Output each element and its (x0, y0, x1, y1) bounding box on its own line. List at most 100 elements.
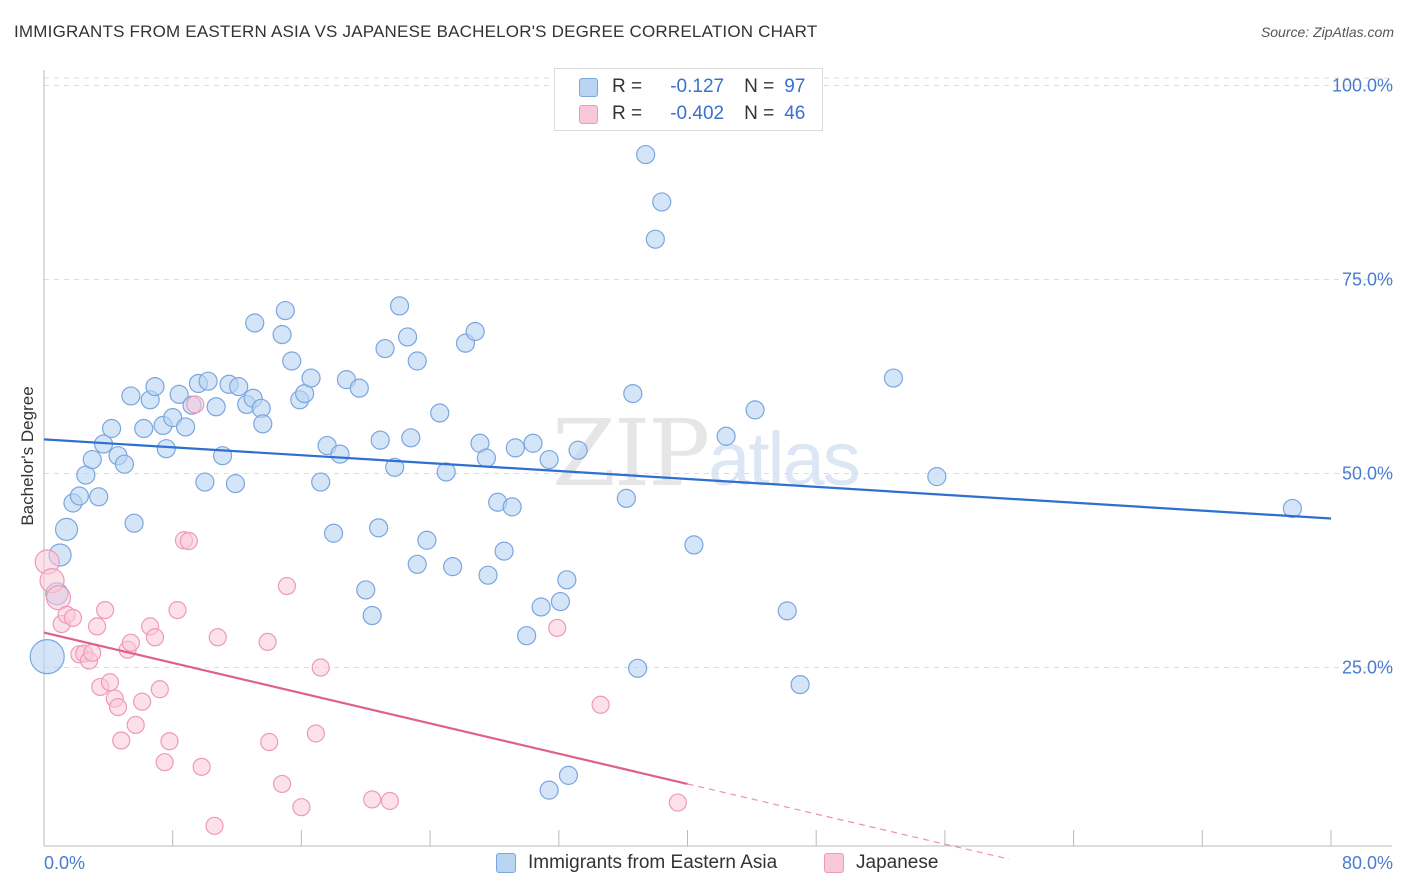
data-point-japanese (121, 633, 140, 652)
data-point-eastern-asia (389, 296, 410, 316)
legend-n-value: 46 (784, 103, 806, 124)
legend-n-label: N = (744, 76, 775, 97)
chart-title: IMMIGRANTS FROM EASTERN ASIA VS JAPANESE… (14, 22, 818, 41)
data-point-japanese (548, 618, 567, 638)
data-point-japanese (258, 632, 277, 652)
trend-lines (43, 438, 1332, 860)
data-point-japanese (83, 643, 102, 662)
legend-r-value: -0.402 (670, 103, 725, 124)
chart-source: Source: ZipAtlas.com (1260, 24, 1394, 40)
data-point-japanese (108, 697, 128, 717)
legend-label-eastern-asia: Immigrants from Eastern Asia (528, 852, 778, 873)
data-point-japanese (311, 658, 330, 677)
data-point-eastern-asia (652, 192, 672, 212)
data-point-eastern-asia (443, 557, 463, 577)
data-point-eastern-asia (54, 517, 79, 541)
data-point-eastern-asia (531, 597, 551, 617)
data-point-eastern-asia (114, 454, 135, 474)
data-point-eastern-asia (397, 327, 418, 347)
data-point-eastern-asia (465, 321, 485, 342)
data-point-eastern-asia (1282, 498, 1302, 519)
data-point-japanese (277, 576, 297, 596)
grid-lines (44, 77, 1392, 669)
data-point-eastern-asia (476, 448, 497, 468)
data-point-eastern-asia (684, 535, 704, 555)
data-point-eastern-asia (505, 438, 525, 458)
data-point-japanese (668, 793, 687, 812)
data-point-japanese (363, 790, 382, 809)
data-point-japanese (292, 798, 311, 817)
data-point-japanese (205, 816, 224, 835)
data-point-eastern-asia (558, 765, 579, 785)
data-point-eastern-asia (330, 444, 350, 464)
data-point-eastern-asia (272, 325, 292, 345)
series-japanese-points (34, 395, 687, 835)
data-point-japanese (155, 753, 174, 772)
data-point-eastern-asia (628, 658, 648, 678)
data-point-eastern-asia (121, 386, 141, 406)
data-point-japanese (168, 600, 187, 620)
stats-legend: R = -0.127 N = 97 R = -0.402 N = 46 (554, 68, 823, 131)
legend-item-japanese[interactable]: Japanese (824, 852, 938, 874)
y-tick-label: 50.0% (1342, 464, 1393, 484)
bottom-legend: Immigrants from Eastern Asia Japanese (0, 850, 1406, 878)
legend-n-value: 97 (784, 76, 806, 97)
legend-swatch-blue (579, 77, 598, 97)
data-point-eastern-asia (225, 474, 246, 494)
axes (43, 70, 1392, 847)
data-point-eastern-asia (369, 518, 389, 538)
legend-n-label: N = (744, 103, 775, 124)
data-point-eastern-asia (777, 601, 797, 621)
data-point-japanese (63, 608, 83, 627)
data-point-eastern-asia (417, 530, 437, 550)
data-point-japanese (45, 585, 72, 611)
data-point-eastern-asia (229, 377, 249, 397)
data-point-eastern-asia (163, 408, 183, 428)
data-point-eastern-asia (311, 472, 331, 492)
data-point-eastern-asia (502, 497, 522, 517)
data-point-eastern-asia (568, 440, 588, 460)
legend-swatch-blue (496, 853, 516, 873)
data-point-eastern-asia (494, 541, 514, 561)
y-tick-label: 100.0% (1332, 76, 1393, 96)
data-point-eastern-asia (430, 403, 450, 423)
data-point-eastern-asia (275, 300, 295, 321)
data-point-japanese (260, 732, 279, 752)
series-eastern-asia-points (29, 144, 1302, 800)
legend-label-japanese: Japanese (856, 852, 939, 873)
x-tick-label-min: 0.0% (44, 853, 85, 873)
data-point-eastern-asia (124, 513, 144, 533)
data-point-eastern-asia (101, 418, 122, 439)
data-point-eastern-asia (82, 449, 102, 470)
data-point-japanese (208, 628, 227, 647)
data-point-eastern-asia (29, 639, 65, 675)
data-point-eastern-asia (156, 439, 176, 459)
data-point-eastern-asia (616, 488, 636, 508)
data-point-japanese (272, 774, 292, 794)
y-tick-label: 75.0% (1342, 270, 1393, 290)
data-point-eastern-asia (550, 591, 571, 612)
data-point-eastern-asia (89, 487, 109, 507)
trendline-japanese-extension (687, 783, 1010, 860)
data-point-eastern-asia (883, 368, 904, 388)
data-point-japanese (87, 617, 107, 636)
data-point-eastern-asia (407, 554, 427, 574)
data-point-eastern-asia (436, 462, 456, 482)
trendline-japanese (43, 631, 688, 785)
data-point-eastern-asia (195, 472, 215, 492)
data-point-eastern-asia (517, 626, 537, 646)
data-point-eastern-asia (385, 457, 405, 477)
legend-swatch-pink (824, 853, 844, 873)
legend-r-value: -0.127 (670, 76, 725, 97)
x-tick-label-max: 80.0% (1342, 853, 1393, 873)
data-point-japanese (112, 731, 131, 750)
legend-r-label: R = (612, 76, 643, 97)
data-point-eastern-asia (375, 338, 395, 359)
legend-swatch-pink (579, 104, 598, 124)
data-point-eastern-asia (349, 378, 369, 398)
legend-item-eastern-asia[interactable]: Immigrants from Eastern Asia (496, 852, 777, 874)
data-point-eastern-asia (636, 144, 656, 165)
data-point-eastern-asia (623, 383, 643, 404)
data-point-eastern-asia (745, 400, 765, 420)
data-point-eastern-asia (716, 426, 736, 446)
